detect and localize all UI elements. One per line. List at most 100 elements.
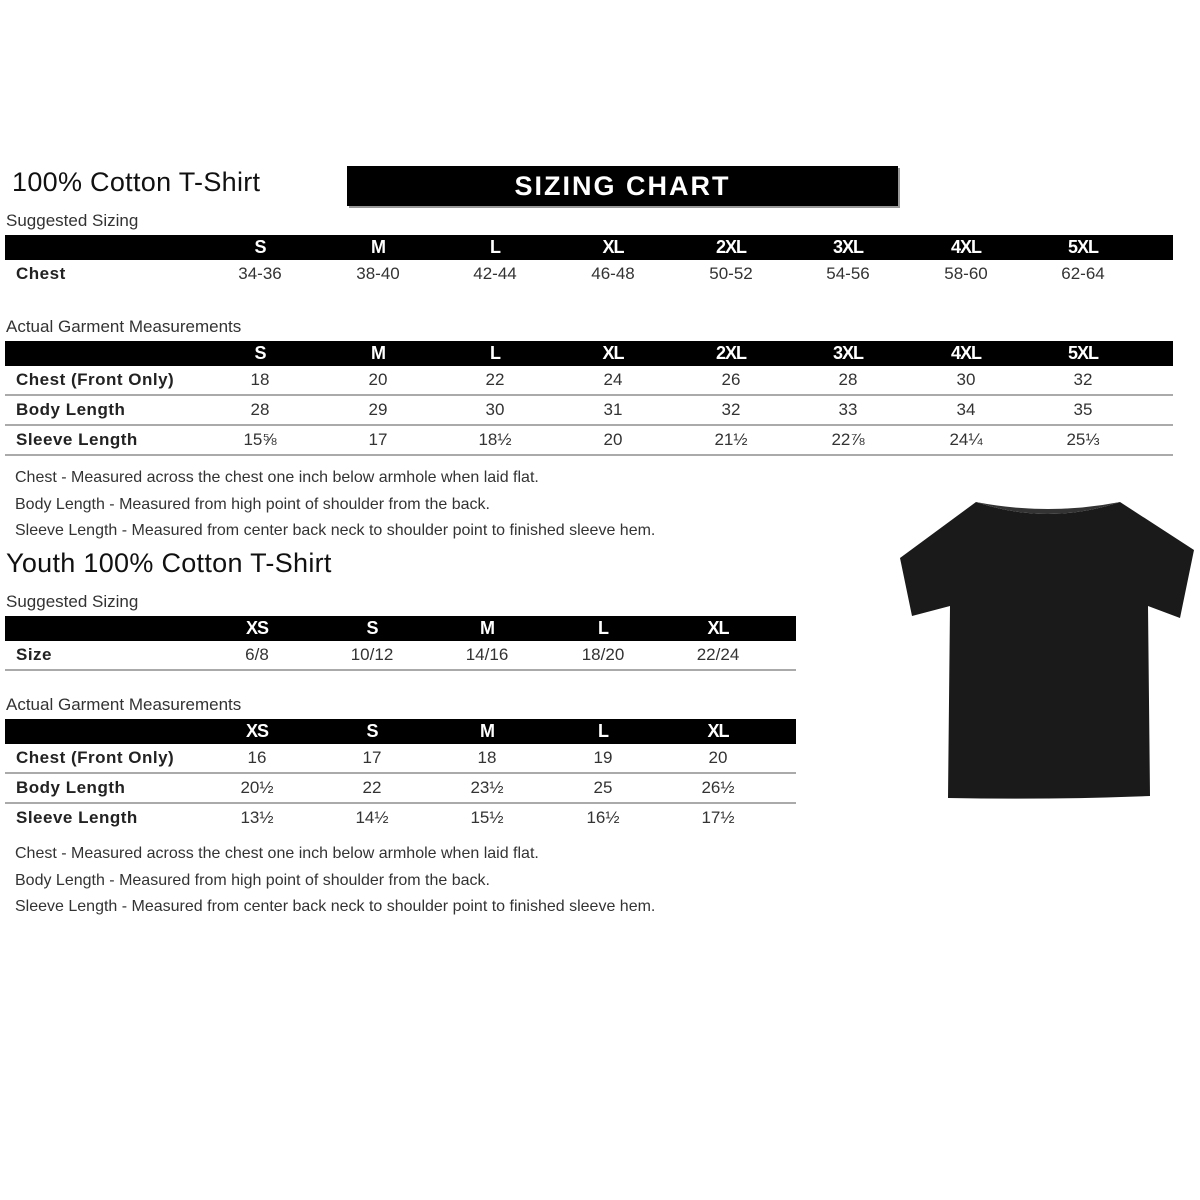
table-cell: 28 <box>838 370 858 389</box>
table-cell: 16½ <box>586 808 620 827</box>
table-row: Body Length 28 29 30 31 32 33 34 35 <box>5 396 1173 426</box>
note-line: Body Length - Measured from high point o… <box>15 495 490 513</box>
table-cell: 18/20 <box>581 645 625 664</box>
table-cell: 29 <box>368 400 388 419</box>
size-header-bar: S M L XL 2XL 3XL 4XL 5XL <box>5 235 1173 260</box>
size-header: 5XL <box>1067 237 1099 257</box>
table-cell: 22 <box>362 778 382 797</box>
table-cell: 38-40 <box>356 264 400 283</box>
table-cell: 18 <box>477 748 497 767</box>
size-header-bar: XS S M L XL <box>5 719 796 744</box>
size-header: 3XL <box>832 343 864 363</box>
size-header-bar: S M L XL 2XL 3XL 4XL 5XL <box>5 341 1173 366</box>
table-cell: 17 <box>368 430 388 449</box>
table-cell: 20½ <box>240 778 274 797</box>
adult-suggested-table: S M L XL 2XL 3XL 4XL 5XL Chest 34-36 38-40 42-44 46-… <box>5 235 1173 288</box>
size-header: L <box>490 343 501 363</box>
table-cell: 30 <box>956 370 976 389</box>
size-header-bar: XS S M L XL <box>5 616 796 641</box>
table-cell: 10/12 <box>350 645 394 664</box>
adult-actual-label: Actual Garment Measurements <box>6 317 242 336</box>
table-cell: 20 <box>603 430 623 449</box>
table-cell: 22⅞ <box>831 430 865 449</box>
table-cell: 31 <box>603 400 623 419</box>
table-cell: 13½ <box>240 808 274 827</box>
youth-notes: Chest - Measured across the chest one in… <box>15 841 655 921</box>
size-header: M <box>371 343 386 363</box>
table-cell: 19 <box>593 748 613 767</box>
size-header: L <box>490 237 501 257</box>
table-cell: 14/16 <box>465 645 509 664</box>
size-header: 2XL <box>715 343 747 363</box>
table-cell: 15⅝ <box>243 430 277 449</box>
table-cell: 58-60 <box>944 264 988 283</box>
size-header: S <box>366 618 378 638</box>
row-label: Sleeve Length <box>16 430 138 449</box>
row-label: Chest (Front Only) <box>16 370 175 389</box>
table-cell: 42-44 <box>473 264 517 283</box>
table-cell: 30 <box>485 400 505 419</box>
table-cell: 18½ <box>478 430 512 449</box>
table-cell: 28 <box>250 400 270 419</box>
adult-notes: Chest - Measured across the chest one in… <box>15 465 655 545</box>
size-header: L <box>598 618 609 638</box>
table-cell: 50-52 <box>709 264 753 283</box>
size-header: XL <box>602 343 624 363</box>
table-row: Sleeve Length 13½ 14½ 15½ 16½ 17½ <box>5 804 796 832</box>
row-label: Chest <box>16 264 66 283</box>
adult-suggested-label: Suggested Sizing <box>6 211 139 230</box>
black-tshirt-icon <box>900 502 1194 799</box>
table-cell: 35 <box>1073 400 1093 419</box>
size-header: 4XL <box>950 343 982 363</box>
size-header: 2XL <box>715 237 747 257</box>
row-label: Sleeve Length <box>16 808 138 827</box>
youth-actual-label: Actual Garment Measurements <box>6 695 242 714</box>
table-cell: 34-36 <box>238 264 282 283</box>
youth-suggested-label: Suggested Sizing <box>6 592 139 611</box>
table-row: Body Length 20½ 22 23½ 25 26½ <box>5 774 796 804</box>
size-header: 3XL <box>832 237 864 257</box>
table-cell: 25⅓ <box>1066 430 1100 449</box>
note-line: Chest - Measured across the chest one in… <box>15 469 539 486</box>
table-cell: 33 <box>838 400 858 419</box>
table-cell: 32 <box>1073 370 1093 389</box>
size-header: 4XL <box>950 237 982 257</box>
youth-actual-table: XS S M L XL Chest (Front Only) 16 17 18 19 20 Body … <box>5 719 796 832</box>
table-cell: 25 <box>593 778 613 797</box>
size-header: XS <box>245 618 269 638</box>
table-cell: 62-64 <box>1061 264 1105 283</box>
size-header: M <box>371 237 386 257</box>
table-cell: 54-56 <box>826 264 870 283</box>
table-cell: 17½ <box>701 808 735 827</box>
table-cell: 6/8 <box>245 645 269 664</box>
size-header: S <box>254 343 266 363</box>
size-header: S <box>254 237 266 257</box>
table-row: Size 6/8 10/12 14/16 18/20 22/24 <box>5 641 796 671</box>
table-cell: 24¼ <box>949 430 983 449</box>
row-label: Body Length <box>16 778 126 797</box>
row-label: Size <box>16 645 53 664</box>
table-cell: 20 <box>368 370 388 389</box>
size-header: XS <box>245 721 269 741</box>
adult-title: 100% Cotton T-Shirt <box>12 167 261 197</box>
table-cell: 21½ <box>714 430 748 449</box>
size-header: XL <box>707 721 729 741</box>
row-label: Body Length <box>16 400 126 419</box>
table-row: Sleeve Length 15⅝ 17 18½ 20 21½ 22⅞ 24¼ 25⅓ <box>5 426 1173 456</box>
table-cell: 20 <box>708 748 728 767</box>
table-cell: 32 <box>721 400 741 419</box>
table-cell: 22 <box>485 370 505 389</box>
table-row: Chest (Front Only) 16 17 18 19 20 <box>5 744 796 774</box>
table-row: Chest 34-36 38-40 42-44 46-48 50-52 54-56 58-60… <box>5 260 1173 288</box>
size-header: S <box>366 721 378 741</box>
table-cell: 16 <box>247 748 267 767</box>
size-header: XL <box>707 618 729 638</box>
row-label: Chest (Front Only) <box>16 748 175 767</box>
table-cell: 23½ <box>470 778 504 797</box>
size-header: L <box>598 721 609 741</box>
table-cell: 15½ <box>470 808 504 827</box>
size-header: M <box>480 721 495 741</box>
table-cell: 18 <box>250 370 270 389</box>
note-line: Body Length - Measured from high point o… <box>15 871 490 889</box>
table-cell: 46-48 <box>591 264 635 283</box>
